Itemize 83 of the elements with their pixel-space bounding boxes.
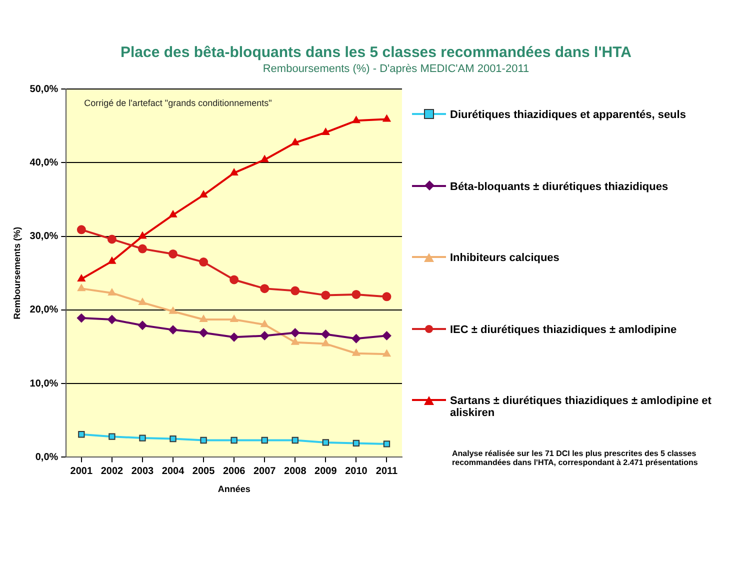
point bbox=[108, 256, 116, 264]
point bbox=[168, 325, 178, 334]
point bbox=[291, 138, 300, 146]
point bbox=[170, 435, 176, 442]
x-tick-label: 2005 bbox=[192, 466, 216, 477]
y-tick-label: 50,0% bbox=[30, 84, 58, 95]
point bbox=[76, 225, 86, 234]
legend-label: IEC ± diurétiques thiazidiques ± amlodipine bbox=[450, 324, 677, 336]
x-tick-label: 2001 bbox=[70, 466, 93, 477]
point bbox=[352, 440, 360, 447]
point bbox=[352, 334, 361, 344]
x-tick-label: 2011 bbox=[376, 466, 398, 477]
annotation: Corrigé de l'artefact "grands conditionnements" bbox=[84, 98, 272, 108]
x-tick-label: 2003 bbox=[131, 466, 154, 477]
x-axis-title: Années bbox=[218, 484, 250, 494]
point bbox=[382, 350, 391, 357]
point bbox=[230, 332, 239, 342]
point bbox=[382, 114, 391, 122]
y-axis-title: Remboursements (%) bbox=[12, 226, 22, 320]
point bbox=[230, 436, 238, 444]
point bbox=[138, 298, 146, 306]
x-tick-label: 2008 bbox=[284, 466, 307, 477]
point bbox=[199, 328, 208, 338]
point bbox=[230, 275, 239, 284]
point bbox=[77, 284, 86, 292]
point bbox=[139, 434, 146, 442]
legend-label: Diurétiques thiazidiques et apparentés, seuls bbox=[450, 109, 686, 121]
point bbox=[78, 431, 85, 438]
chart-title: Place des bêta-bloquants dans les 5 classes recommandées dans l'HTA bbox=[120, 44, 632, 61]
point bbox=[322, 128, 330, 135]
point bbox=[168, 249, 178, 258]
x-tick-label: 2002 bbox=[100, 466, 124, 477]
point bbox=[138, 232, 146, 239]
point bbox=[383, 440, 390, 448]
point bbox=[260, 284, 270, 294]
point bbox=[382, 292, 392, 302]
y-tick-label: 20,0% bbox=[30, 304, 58, 316]
legend-label: Sartans ± diurétiques thiazidiques ± amlodipine et aliskiren bbox=[450, 395, 712, 419]
point bbox=[352, 290, 361, 299]
point bbox=[138, 320, 147, 330]
text: Analyse réalisée sur les 71 DCI les plus prescrites des 5 classes recommandées dans l'HTA, correspondant à 2.471 présentations bbox=[452, 449, 699, 467]
point bbox=[321, 330, 330, 339]
point bbox=[352, 116, 360, 124]
x-tick-label: 2004 bbox=[162, 466, 185, 477]
x-tick-label: 2009 bbox=[314, 466, 338, 477]
y-tick-label: 40,0% bbox=[30, 157, 58, 168]
point bbox=[260, 320, 269, 328]
point bbox=[169, 210, 177, 218]
point bbox=[108, 288, 116, 296]
point bbox=[352, 348, 360, 356]
legend-label: Inhibiteurs calciques bbox=[450, 252, 560, 264]
point bbox=[107, 314, 116, 324]
point bbox=[230, 314, 238, 322]
point bbox=[261, 436, 268, 444]
point bbox=[199, 258, 208, 267]
point bbox=[76, 314, 86, 323]
point bbox=[200, 190, 208, 198]
point bbox=[260, 155, 269, 162]
y-tick-label: 30,0% bbox=[30, 231, 58, 242]
y-tick-label: 10,0% bbox=[30, 378, 58, 390]
point bbox=[200, 436, 207, 444]
point bbox=[382, 331, 392, 340]
point bbox=[292, 436, 298, 444]
point bbox=[321, 290, 330, 300]
point bbox=[200, 314, 208, 322]
point bbox=[290, 286, 300, 296]
point bbox=[230, 168, 238, 176]
point bbox=[290, 328, 300, 338]
point bbox=[138, 244, 147, 254]
legend-label: Béta-bloquants ± diurétiques thiazidiques bbox=[450, 180, 668, 192]
x-tick-label: 2010 bbox=[345, 466, 368, 477]
chart-subtitle: Remboursements (%) - D'après MEDIC'AM 2001-2011 bbox=[262, 63, 530, 75]
point bbox=[169, 306, 177, 314]
x-tick-label: 2007 bbox=[253, 466, 276, 477]
point bbox=[260, 331, 270, 340]
x-tick-label: 2006 bbox=[222, 466, 246, 477]
point bbox=[322, 439, 329, 446]
point bbox=[107, 234, 116, 244]
point bbox=[291, 338, 300, 345]
point bbox=[322, 339, 330, 346]
point bbox=[77, 274, 86, 282]
point bbox=[108, 433, 116, 440]
y-tick-label: 0,0% bbox=[35, 452, 58, 463]
